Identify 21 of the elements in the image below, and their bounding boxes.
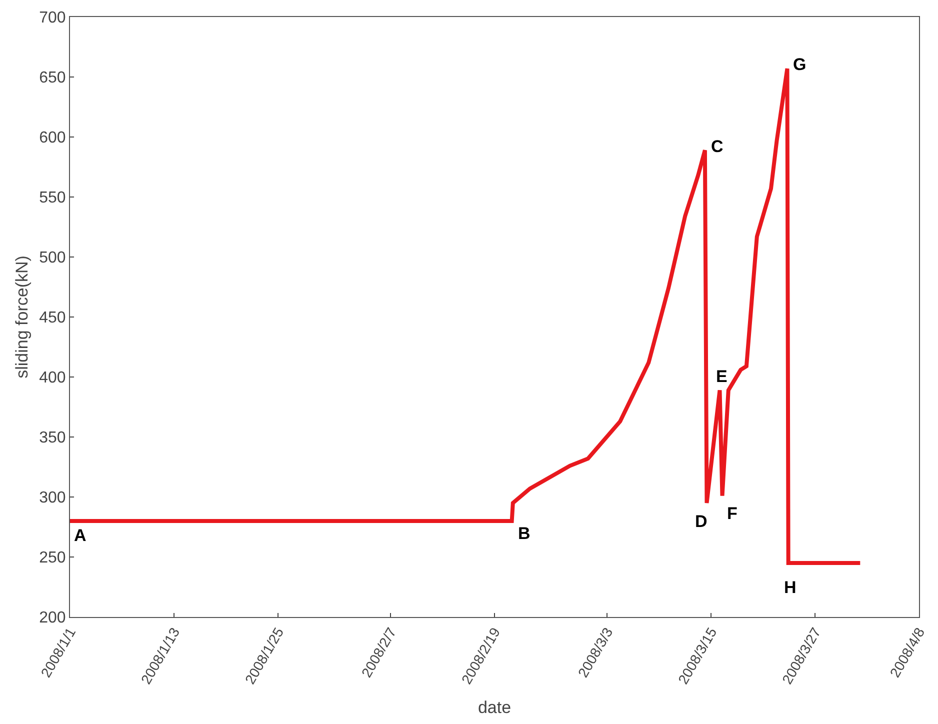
y-tick-label: 700 [39,10,66,27]
annotation: B [518,524,530,543]
y-tick-label: 300 [39,490,66,507]
annotation: G [793,55,806,74]
annotation: H [784,578,796,597]
y-tick-label: 200 [39,610,66,627]
y-tick-label: 350 [39,430,66,447]
y-tick-label: 250 [39,550,66,567]
annotation: C [711,137,724,156]
y-tick-label: 550 [39,190,66,207]
y-tick-label: 450 [39,310,66,327]
annotation: D [695,512,708,531]
annotation: A [74,526,86,545]
annotation: F [727,504,738,523]
y-tick-label: 600 [39,130,66,147]
y-tick-label: 400 [39,370,66,387]
y-tick-label: 650 [39,70,66,87]
y-tick-label: 500 [39,250,66,267]
annotation: E [716,367,728,386]
y-axis-title: sliding force(kN) [12,256,32,378]
x-axis-title: date [478,698,512,718]
